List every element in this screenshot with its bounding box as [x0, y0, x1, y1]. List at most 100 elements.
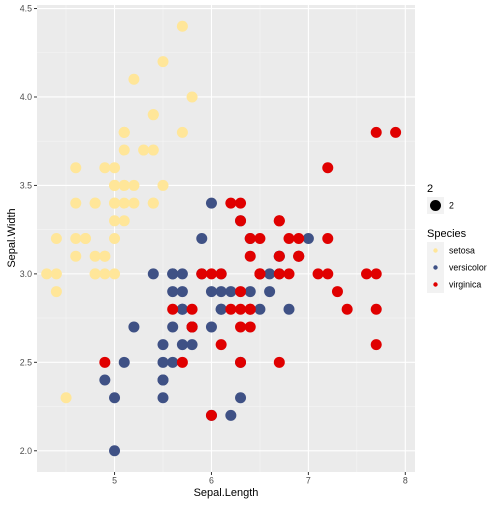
- data-point-setosa: [157, 56, 169, 68]
- size-legend-label: 2: [449, 201, 454, 211]
- data-point-virginica: [273, 356, 285, 368]
- data-point-setosa: [70, 233, 82, 244]
- y-tick-label: 3.5: [20, 180, 32, 190]
- data-point-setosa: [118, 215, 130, 227]
- data-point-setosa: [176, 126, 188, 138]
- data-point-virginica: [283, 233, 295, 244]
- data-point-virginica: [186, 321, 198, 333]
- data-point-versicolor: [205, 286, 217, 298]
- data-point-setosa: [50, 233, 62, 244]
- data-point-virginica: [370, 339, 382, 351]
- panel-background: [37, 5, 415, 472]
- data-point-versicolor: [205, 321, 217, 333]
- color-legend-items: setosa versicolor virginica: [427, 242, 487, 293]
- data-point-versicolor: [167, 286, 179, 298]
- data-point-versicolor: [176, 303, 188, 315]
- data-point-virginica: [186, 303, 198, 315]
- data-point-virginica: [293, 233, 305, 244]
- data-point-setosa: [147, 109, 159, 121]
- data-point-versicolor: [225, 409, 237, 421]
- data-point-virginica: [370, 303, 382, 315]
- data-point-versicolor: [118, 356, 130, 368]
- data-point-setosa: [128, 197, 140, 209]
- size-legend: 2 2: [427, 183, 454, 214]
- data-point-setosa: [109, 215, 121, 227]
- data-point-virginica: [205, 268, 217, 280]
- data-point-versicolor: [215, 286, 227, 298]
- data-point-virginica: [370, 126, 382, 138]
- y-tick-label: 3.0: [20, 269, 32, 279]
- data-point-versicolor: [157, 339, 169, 351]
- x-tick-label: 6: [209, 476, 214, 486]
- y-tick-label: 2.5: [20, 357, 32, 367]
- data-point-virginica: [331, 286, 343, 298]
- data-point-versicolor: [215, 303, 227, 315]
- data-point-setosa: [118, 179, 130, 191]
- data-point-virginica: [370, 268, 382, 280]
- data-point-setosa: [60, 392, 72, 404]
- x-axis-title: Sepal.Length: [194, 487, 259, 499]
- data-point-setosa: [99, 250, 111, 262]
- data-point-versicolor: [264, 286, 276, 298]
- data-point-setosa: [147, 144, 159, 156]
- legend-symbol-setosa: [433, 248, 438, 253]
- data-point-virginica: [99, 356, 111, 368]
- y-tick-label: 4.0: [20, 92, 32, 102]
- data-point-setosa: [109, 233, 121, 244]
- data-point-virginica: [283, 268, 295, 280]
- color-legend: Species setosa versicolor virginica: [427, 228, 487, 293]
- data-point-virginica: [254, 233, 266, 244]
- data-point-virginica: [322, 268, 334, 280]
- data-point-versicolor: [109, 445, 121, 457]
- data-point-setosa: [99, 162, 111, 174]
- data-point-virginica: [312, 268, 324, 280]
- data-point-virginica: [235, 286, 247, 298]
- data-point-setosa: [109, 268, 121, 280]
- data-point-setosa: [118, 144, 130, 156]
- data-point-virginica: [273, 268, 285, 280]
- data-point-virginica: [225, 197, 237, 209]
- data-point-virginica: [390, 126, 402, 138]
- data-point-virginica: [215, 268, 227, 280]
- x-tick-label: 7: [306, 476, 311, 486]
- data-point-versicolor: [157, 392, 169, 404]
- data-point-setosa: [147, 197, 159, 209]
- grid: [37, 5, 415, 472]
- data-point-versicolor: [157, 374, 169, 386]
- data-point-virginica: [205, 409, 217, 421]
- data-point-setosa: [41, 268, 53, 280]
- x-tick-label: 8: [403, 476, 408, 486]
- data-point-setosa: [157, 179, 169, 191]
- data-point-setosa: [109, 162, 121, 174]
- data-point-versicolor: [176, 268, 188, 280]
- data-point-setosa: [118, 126, 130, 138]
- legend-label-setosa: setosa: [449, 246, 475, 256]
- legend-label-virginica: virginica: [449, 280, 481, 290]
- data-point-setosa: [70, 250, 82, 262]
- y-tick-label: 2.0: [20, 446, 32, 456]
- data-point-virginica: [273, 215, 285, 227]
- data-point-setosa: [70, 197, 82, 209]
- data-point-virginica: [235, 356, 247, 368]
- y-axis-title: Sepal.Width: [6, 208, 18, 267]
- data-point-virginica: [244, 321, 256, 333]
- data-point-setosa: [70, 162, 82, 174]
- legend-symbol-virginica: [433, 282, 438, 287]
- data-point-virginica: [322, 233, 334, 244]
- data-point-setosa: [89, 250, 101, 262]
- data-points: [41, 20, 402, 457]
- data-point-versicolor: [235, 392, 247, 404]
- data-point-versicolor: [254, 303, 266, 315]
- data-point-versicolor: [196, 233, 208, 244]
- data-point-versicolor: [147, 268, 159, 280]
- y-tick-label: 4.5: [20, 4, 32, 14]
- data-point-setosa: [128, 179, 140, 191]
- data-point-versicolor: [205, 197, 217, 209]
- data-point-versicolor: [157, 356, 169, 368]
- data-point-setosa: [50, 268, 62, 280]
- data-point-virginica: [254, 268, 266, 280]
- data-point-versicolor: [302, 233, 314, 244]
- x-tick-label: 5: [112, 476, 117, 486]
- data-point-virginica: [244, 303, 256, 315]
